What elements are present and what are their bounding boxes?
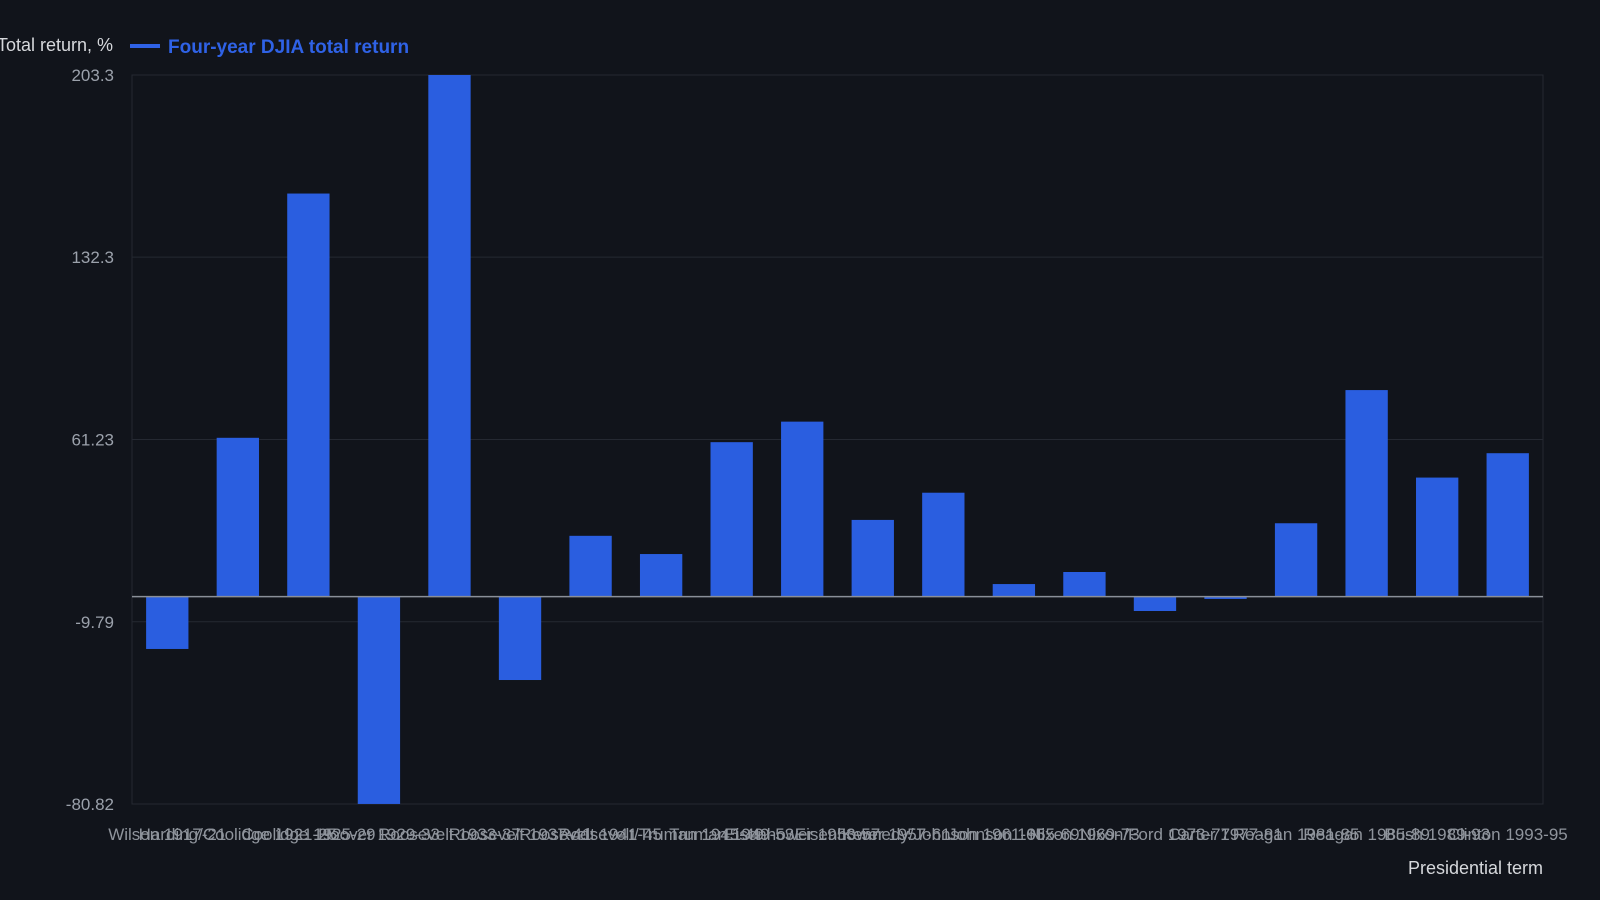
y-tick-label: -9.79 [75,613,114,632]
bar[interactable] [781,421,824,597]
x-tick-label: Roosevelt 1941-45 [519,825,662,844]
x-tick-label: Eisenhower 1953-57 [724,825,880,844]
x-tick-label: Carter 1977-81 [1168,825,1282,844]
y-tick-label: 203.3 [71,66,114,85]
x-axis-title: Presidential term [1408,858,1543,878]
bars [146,75,1529,804]
y-tick-label: -80.82 [66,795,114,814]
x-tick-label: Clinton 1993-95 [1448,825,1568,844]
x-tick-label: Coolidge 1925-29 [241,825,375,844]
bar[interactable] [1345,390,1388,597]
x-tick-label: Eisenhower 1957-61 [795,825,951,844]
x-tick-label: Roosevelt 1937-41 [449,825,592,844]
y-tick-label: 61.23 [71,431,114,450]
x-tick-label: Kennedy/Johnson 1961-65 [842,825,1045,844]
x-tick-label: Harding/Coolidge 1921-25 [139,825,337,844]
bar[interactable] [1416,477,1459,597]
bar[interactable] [146,596,189,649]
y-tick-labels: -80.82 -9.79 61.23 132.3 203.3 [66,66,114,814]
legend-entry: Four-year DJIA total return [168,37,409,58]
x-tick-label: Roosevelt 1933-37 [378,825,521,844]
bar[interactable] [992,584,1036,597]
bar[interactable] [851,519,894,597]
x-tick-label: Bush 1989-93 [1384,825,1490,844]
bar[interactable] [710,442,753,597]
bar[interactable] [357,596,401,804]
x-tick-label: Johnson 1965-69 [948,825,1079,844]
x-tick-label: Nixon 1969-73 [1029,825,1140,844]
x-tick-label: Hoover 1929-33 [318,825,440,844]
x-tick-label: Reagan 1981-85 [1233,825,1360,844]
bar[interactable] [922,492,965,597]
bar[interactable] [1133,596,1177,611]
bar[interactable] [1063,571,1106,597]
x-tick-label: Truman 1949-53 [669,825,794,844]
bar[interactable] [1486,453,1529,597]
bar[interactable] [428,75,471,597]
bar[interactable] [639,554,683,597]
y-axis-title: Total return, % [0,35,113,55]
y-tick-label: 132.3 [71,248,114,267]
x-tick-label: Roosevelt/Truman 1945-49 [558,825,763,844]
grid-lines [131,74,1544,805]
bar[interactable] [216,437,259,597]
bar[interactable] [1204,596,1247,599]
x-tick-label: Wilson 1917-21 [108,825,226,844]
x-tick-label: Reagan 1985-89 [1303,825,1430,844]
bar[interactable] [287,193,330,597]
bar[interactable] [569,535,612,597]
bar[interactable] [498,596,542,681]
bar[interactable] [1274,523,1318,597]
x-tick-label: Nixon/Ford 1973-77 [1080,825,1230,844]
